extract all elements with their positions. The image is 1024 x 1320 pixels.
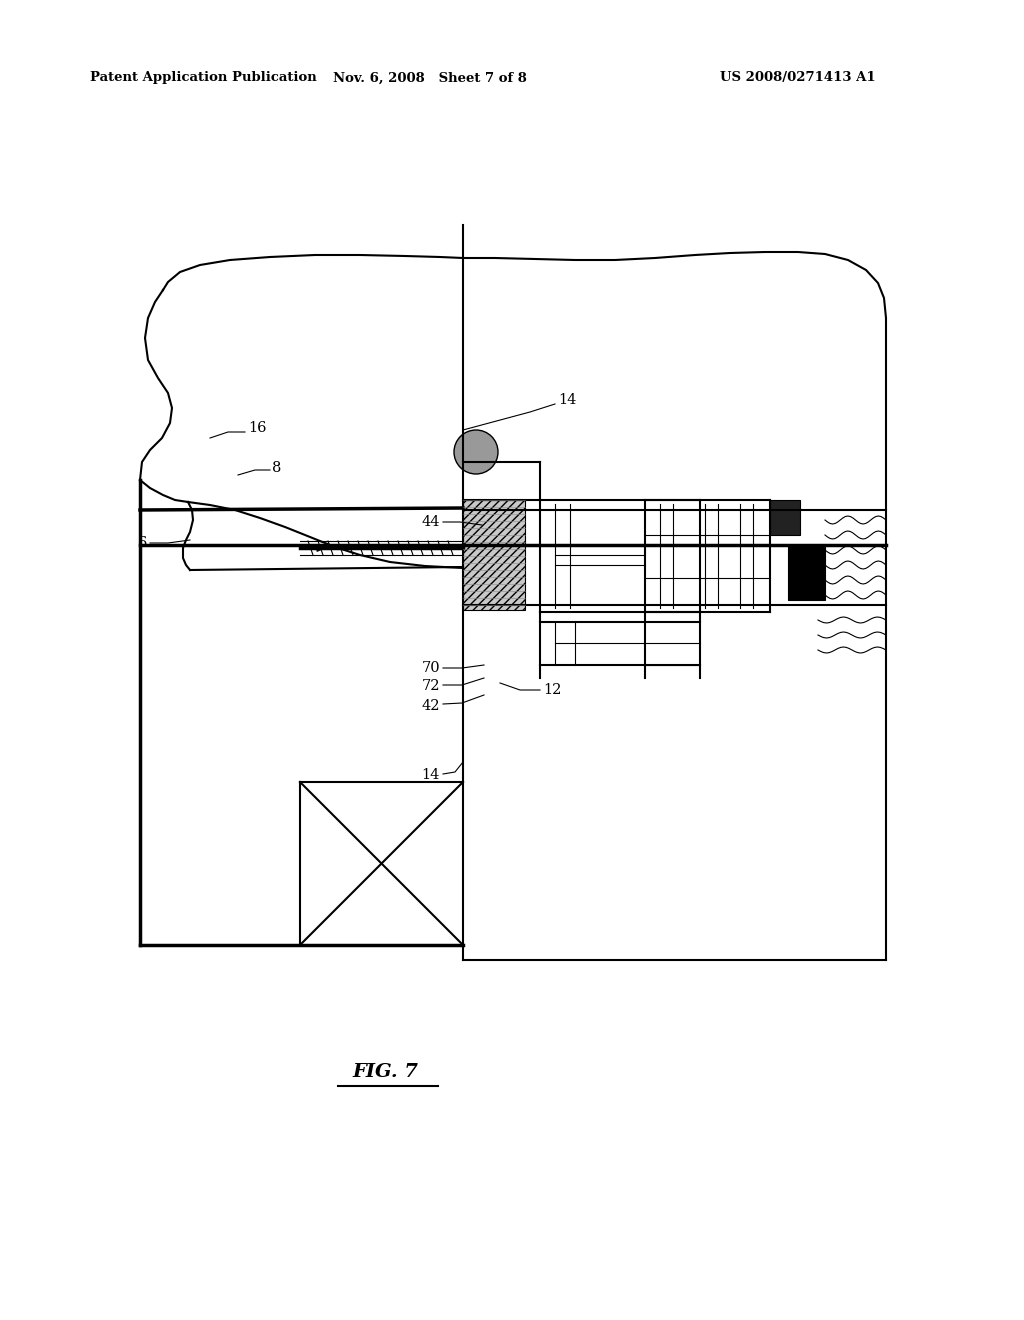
Text: 14: 14: [422, 768, 440, 781]
Text: Patent Application Publication: Patent Application Publication: [90, 71, 316, 84]
Text: 6: 6: [137, 536, 147, 550]
Text: 12: 12: [543, 682, 561, 697]
Text: US 2008/0271413 A1: US 2008/0271413 A1: [720, 71, 876, 84]
Circle shape: [454, 430, 498, 474]
Text: 42: 42: [422, 700, 440, 713]
Polygon shape: [463, 500, 525, 610]
Text: FIG. 7: FIG. 7: [352, 1063, 418, 1081]
Text: 8: 8: [272, 461, 282, 475]
Text: 14: 14: [558, 393, 577, 407]
Text: 16: 16: [248, 421, 266, 436]
Text: 44: 44: [422, 515, 440, 529]
Text: Nov. 6, 2008   Sheet 7 of 8: Nov. 6, 2008 Sheet 7 of 8: [333, 71, 527, 84]
Polygon shape: [770, 500, 800, 535]
Text: 72: 72: [422, 678, 440, 693]
Polygon shape: [788, 545, 825, 601]
Text: 70: 70: [421, 661, 440, 675]
